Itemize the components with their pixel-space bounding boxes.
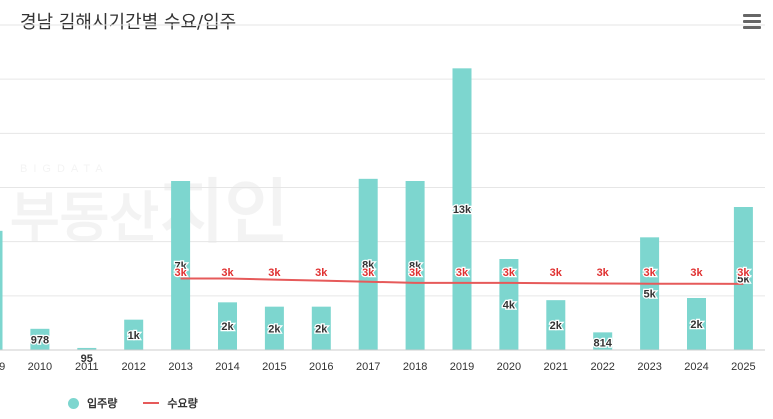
line-label-2022: 3k	[597, 267, 610, 279]
legend-item-supply[interactable]: 입주량	[68, 395, 117, 411]
bar-2013[interactable]	[171, 181, 191, 350]
bar-2023[interactable]	[640, 237, 660, 350]
svg-text:부동산: 부동산	[10, 186, 159, 249]
bar-2021[interactable]	[546, 300, 566, 350]
bar-2010[interactable]	[30, 328, 50, 350]
demand-legend-label: 수요량	[167, 397, 198, 410]
bar-label-2013: 7k	[174, 261, 187, 273]
bar-label-2011: 95	[81, 353, 93, 365]
demand-line-path	[180, 277, 744, 285]
x-tick-2021: 2021	[544, 361, 568, 373]
bar-label-2018: 8k	[409, 261, 422, 273]
bar-label-2015: 2k	[268, 323, 281, 335]
x-axis: 2009 2010 2011 2012 2013 2014 2015 2016 2017 2018…	[0, 349, 765, 373]
x-tick-2015: 2015	[262, 361, 286, 373]
x-tick-2020: 2020	[497, 361, 521, 373]
bar-2009[interactable]	[0, 230, 3, 350]
line-label-2019: 3k	[456, 267, 469, 279]
x-tick-2010: 2010	[28, 361, 52, 373]
x-tick-2024: 2024	[684, 361, 708, 373]
line-label-2017: 3k	[362, 267, 375, 279]
bar-2011[interactable]	[77, 347, 97, 350]
legend-item-demand[interactable]: 수요량	[143, 395, 198, 411]
chart-legend: 입주량 수요량	[68, 395, 224, 411]
line-label-2015: 3k	[268, 267, 281, 279]
svg-text:BIGDATA: BIGDATA	[20, 163, 109, 175]
bar-label-2012: 1k	[128, 330, 141, 342]
bar-labels: 978 95 1k 7k 2k 2k 2k 8k 8k 13k 4k 2k 814 5k 2k 5k	[29, 203, 751, 366]
x-tick-2011: 2011	[75, 361, 99, 373]
x-tick-2016: 2016	[309, 361, 333, 373]
line-label-2021: 3k	[550, 267, 563, 279]
bar-label-2025: 5k	[737, 274, 750, 286]
supply-legend-label: 입주량	[87, 397, 118, 410]
line-labels: 3k 3k 3k 3k 3k 3k 3k 3k 3k 3k 3k 3k 3k	[173, 266, 751, 281]
bars	[0, 68, 753, 350]
line-label-2020: 3k	[503, 267, 516, 279]
bar-2025[interactable]	[733, 207, 753, 350]
line-label-2016: 3k	[315, 267, 328, 279]
grid-lines	[0, 24, 765, 297]
x-tick-2017: 2017	[356, 361, 380, 373]
x-tick-2018: 2018	[403, 361, 427, 373]
line-label-2025: 3k	[737, 267, 750, 279]
bar-2022[interactable]	[593, 332, 613, 350]
chart-canvas: BIGDATA 부동산 지인 978 95 1k 7k 2k 2k 2k 8k 8k 13k 4k 2…	[0, 24, 765, 373]
line-label-2018: 3k	[409, 267, 422, 279]
bar-2018[interactable]	[405, 181, 425, 350]
bar-2015[interactable]	[264, 306, 284, 350]
bar-2020[interactable]	[499, 259, 519, 350]
bar-2016[interactable]	[311, 306, 331, 350]
x-tick-2009: 2009	[0, 361, 5, 373]
bar-label-2016: 2k	[315, 323, 328, 335]
bar-label-2010: 978	[31, 334, 49, 346]
bar-2024[interactable]	[687, 298, 706, 350]
bar-2019[interactable]	[452, 68, 472, 350]
x-tick-2012: 2012	[121, 361, 145, 373]
bar-label-2020: 4k	[503, 300, 516, 312]
bar-2017[interactable]	[358, 178, 378, 350]
line-label-2024: 3k	[690, 267, 703, 279]
bar-label-2019: 13k	[453, 204, 472, 216]
bar-label-2023: 5k	[643, 289, 656, 301]
x-tick-2014: 2014	[215, 361, 239, 373]
bigdata-watermark: BIGDATA 부동산 지인	[10, 163, 289, 253]
demand-legend-icon	[143, 402, 160, 404]
demand-line	[180, 277, 744, 285]
x-tick-2019: 2019	[450, 361, 474, 373]
bar-label-2017: 8k	[362, 259, 375, 271]
line-label-2023: 3k	[643, 267, 656, 279]
bar-label-2014: 2k	[221, 321, 234, 333]
x-tick-2025: 2025	[731, 361, 755, 373]
supply-legend-icon	[68, 397, 79, 409]
hamburger-menu-icon[interactable]	[743, 14, 761, 30]
bar-2012[interactable]	[124, 319, 144, 350]
x-tick-2013: 2013	[168, 361, 192, 373]
line-label-2014: 3k	[221, 267, 234, 279]
x-tick-2022: 2022	[590, 361, 614, 373]
bar-label-2022: 814	[594, 337, 613, 349]
bar-label-2024: 2k	[690, 319, 703, 331]
bar-2014[interactable]	[218, 302, 237, 350]
x-tick-2023: 2023	[637, 361, 661, 373]
chart-title: 경남 김해시기간별 수요/입주	[20, 12, 237, 33]
bar-label-2021: 2k	[550, 320, 563, 332]
line-label-2013: 3k	[174, 267, 187, 279]
